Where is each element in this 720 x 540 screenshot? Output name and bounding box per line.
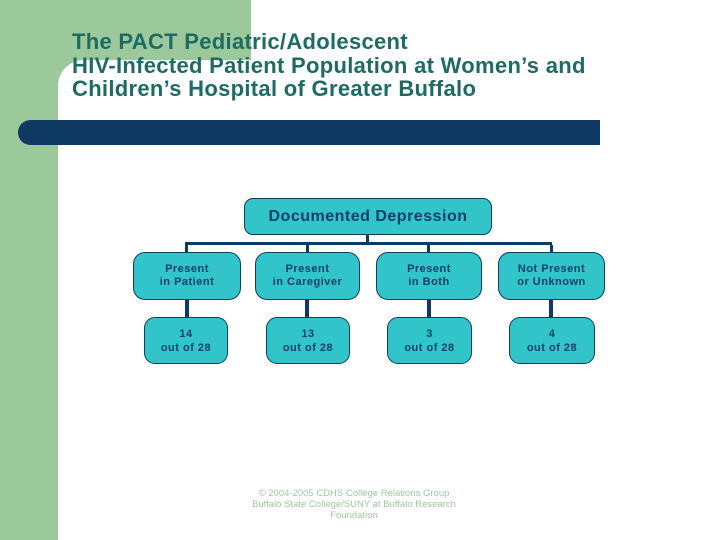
connector-stub-2	[306, 245, 309, 252]
box-value-caption: out of 28	[160, 341, 212, 354]
slide-title: The PACT Pediatric/Adolescent HIV-Infect…	[72, 30, 672, 101]
footer-line-1: © 2004-2005 CDHS College Relations Group	[258, 488, 450, 499]
connector-value-3	[427, 300, 431, 317]
box-label-line: Present	[407, 262, 451, 275]
box-label-line: or Unknown	[517, 276, 586, 288]
box-label-line: in Caregiver	[272, 276, 343, 288]
box-value-caption: out of 28	[526, 341, 578, 354]
footer-line-3: Foundation	[330, 510, 378, 521]
box-label-line: Present	[285, 262, 330, 275]
diagram-box-present-in-caregiver: Present in Caregiver	[255, 252, 360, 300]
connector-stub-1	[185, 245, 188, 252]
box-value: 13	[301, 327, 315, 340]
diagram-value-box-caregiver: 13 out of 28	[266, 317, 350, 364]
diagram-box-present-in-patient: Present in Patient	[133, 252, 241, 300]
connector-value-1	[185, 300, 189, 317]
box-value-caption: out of 28	[282, 341, 334, 354]
connector-value-4	[549, 300, 553, 317]
box-value: 3	[426, 327, 433, 340]
connector-rail	[185, 242, 552, 245]
diagram-root-label: Documented Depression	[268, 207, 468, 225]
slide-title-line-2: HIV-Infected Patient Population at Women…	[72, 52, 586, 78]
diagram-value-box-patient: 14 out of 28	[144, 317, 228, 364]
connector-root-stub	[366, 235, 369, 243]
slide-title-line-3: Children’s Hospital of Greater Buffalo	[72, 76, 477, 101]
connector-stub-3	[427, 245, 430, 252]
slide-title-line-1: The PACT Pediatric/Adolescent	[72, 29, 408, 54]
copyright-footer: © 2004-2005 CDHS College Relations Group…	[114, 488, 594, 521]
footer-line-2: Buffalo State College/SUNY at Buffalo Re…	[252, 499, 456, 510]
diagram-box-not-present-or-unknown: Not Present or Unknown	[498, 252, 605, 300]
box-value: 4	[548, 327, 556, 340]
diagram-value-box-unknown: 4 out of 28	[509, 317, 595, 364]
green-side-bar	[0, 0, 58, 540]
connector-stub-4	[550, 245, 553, 252]
box-label-line: Present	[165, 262, 209, 275]
diagram-box-present-in-both: Present in Both	[376, 252, 482, 300]
diagram-root-box: Documented Depression	[244, 198, 492, 235]
diagram-value-box-both: 3 out of 28	[387, 317, 472, 364]
connector-value-2	[305, 300, 309, 317]
box-label-line: in Patient	[159, 276, 215, 288]
box-label-line: Not Present	[517, 262, 586, 275]
box-value: 14	[179, 327, 193, 340]
box-value-caption: out of 28	[404, 341, 455, 354]
navy-accent-bar	[18, 120, 600, 145]
box-label-line: in Both	[408, 276, 450, 288]
